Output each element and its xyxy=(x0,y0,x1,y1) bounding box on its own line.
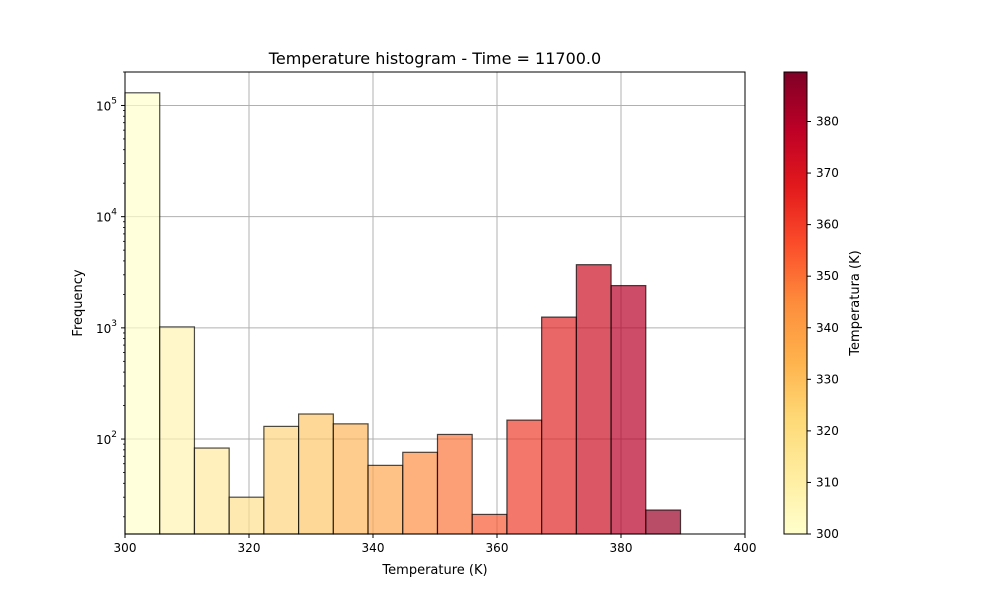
colorbar-gradient xyxy=(783,71,808,535)
colorbar-tick-label: 350 xyxy=(816,269,839,283)
plot-frame xyxy=(124,71,746,535)
y-axis: 102 103 104 105 xyxy=(96,71,125,518)
x-tick-label: 360 xyxy=(486,541,509,555)
y-tick-label: 103 xyxy=(96,319,117,336)
histogram-bar xyxy=(436,433,473,535)
histogram-bar xyxy=(228,496,265,535)
colorbar: 300 310 320 330 340 350 360 370 380 Temperatura … xyxy=(783,71,863,541)
histogram-bar xyxy=(506,419,543,535)
histogram-bar xyxy=(298,413,334,535)
histogram-bar xyxy=(645,509,682,535)
y-tick-label: 105 xyxy=(96,96,117,113)
y-axis-label: Frequency xyxy=(71,269,86,336)
histogram-bar xyxy=(332,423,369,535)
colorbar-tick-label: 310 xyxy=(816,475,839,489)
y-tick-label: 102 xyxy=(96,430,117,447)
histogram-bar xyxy=(402,451,439,535)
histogram-bars xyxy=(124,92,682,535)
colorbar-tick-label: 320 xyxy=(816,424,839,438)
histogram-bar xyxy=(263,425,300,535)
colorbar-ticks: 300 310 320 330 340 350 360 370 380 xyxy=(807,115,839,541)
y-tick-label: 104 xyxy=(96,208,117,225)
x-tick-label: 320 xyxy=(238,541,261,555)
colorbar-tick-label: 360 xyxy=(816,218,839,232)
chart-title: Temperature histogram - Time = 11700.0 xyxy=(268,49,601,68)
colorbar-tick-label: 330 xyxy=(816,372,839,386)
x-axis-label: Temperature (K) xyxy=(381,563,487,578)
histogram-bar xyxy=(367,464,404,535)
colorbar-tick-label: 370 xyxy=(816,166,839,180)
colorbar-tick-label: 300 xyxy=(816,527,839,541)
histogram-bar xyxy=(575,264,612,535)
x-tick-label: 300 xyxy=(114,541,137,555)
x-axis: 300 320 340 360 380 400 xyxy=(114,534,757,555)
histogram-bar xyxy=(159,326,196,535)
x-tick-label: 380 xyxy=(610,541,633,555)
colorbar-label: Temperatura (K) xyxy=(848,250,863,356)
histogram-bar xyxy=(541,316,577,535)
colorbar-tick-label: 340 xyxy=(816,321,839,335)
histogram-bar xyxy=(610,284,647,535)
colorbar-tick-label: 380 xyxy=(816,115,839,129)
histogram-bar xyxy=(193,447,230,535)
x-tick-label: 340 xyxy=(362,541,385,555)
x-tick-label: 400 xyxy=(734,541,757,555)
histogram-bar xyxy=(471,513,508,535)
histogram-bar xyxy=(124,92,161,535)
